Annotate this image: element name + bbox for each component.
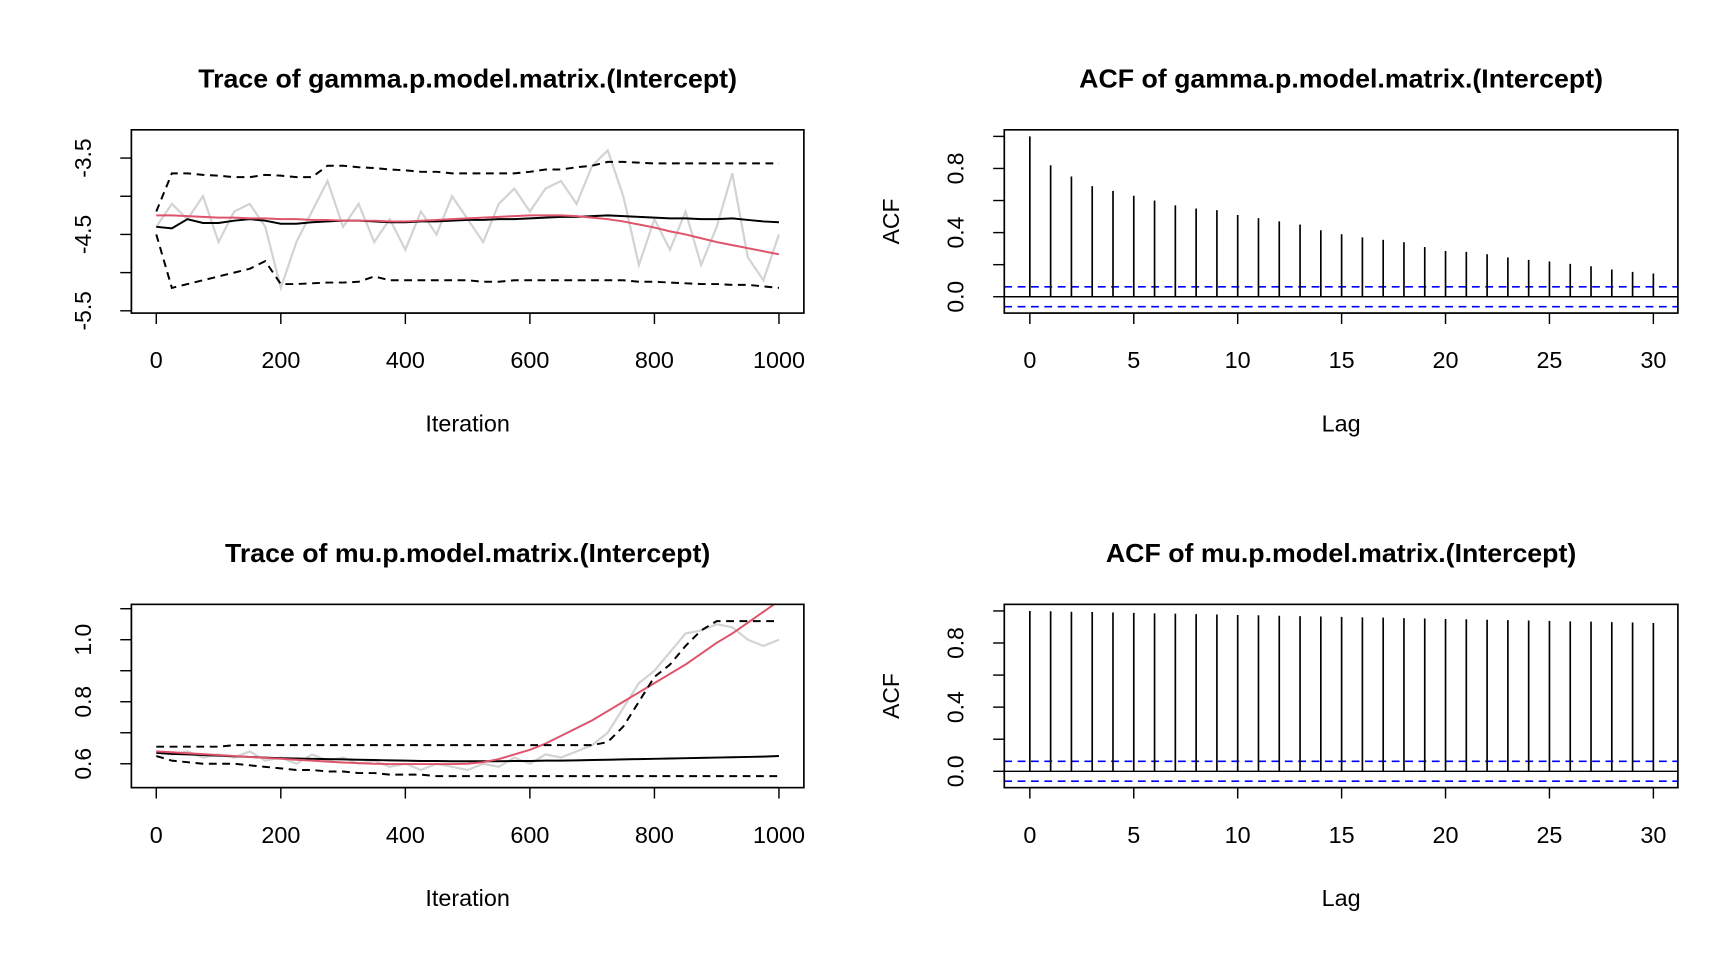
y-axis-label: ACF bbox=[878, 673, 904, 719]
x-tick-label: 0 bbox=[150, 347, 163, 373]
x-axis-label: Iteration bbox=[425, 885, 509, 911]
x-tick-label: 5 bbox=[1127, 347, 1140, 373]
chart-title: Trace of gamma.p.model.matrix.(Intercept… bbox=[198, 64, 737, 94]
chart-title: Trace of mu.p.model.matrix.(Intercept) bbox=[225, 538, 710, 568]
x-tick-label: 5 bbox=[1127, 822, 1140, 848]
y-tick-label: 0.8 bbox=[942, 153, 968, 185]
x-tick-label: 25 bbox=[1536, 347, 1562, 373]
chart-title: ACF of mu.p.model.matrix.(Intercept) bbox=[1106, 538, 1576, 568]
x-tick-label: 15 bbox=[1329, 822, 1355, 848]
x-tick-label: 15 bbox=[1329, 347, 1355, 373]
y-tick-label: 0.0 bbox=[942, 755, 968, 787]
x-tick-label: 0 bbox=[150, 822, 163, 848]
x-tick-label: 0 bbox=[1023, 822, 1036, 848]
y-tick-label: 0.4 bbox=[942, 217, 968, 249]
x-axis-label: Iteration bbox=[425, 411, 509, 437]
y-tick-label: 1.0 bbox=[70, 624, 96, 656]
y-axis-label: ACF bbox=[878, 199, 904, 245]
x-tick-label: 800 bbox=[635, 822, 674, 848]
trace-line bbox=[156, 604, 776, 766]
y-tick-label: 0.8 bbox=[942, 627, 968, 659]
x-tick-label: 600 bbox=[510, 822, 549, 848]
chart-title: ACF of gamma.p.model.matrix.(Intercept) bbox=[1079, 64, 1603, 94]
y-tick-label: 0.4 bbox=[942, 691, 968, 723]
y-tick-label: 0.0 bbox=[942, 281, 968, 313]
x-tick-label: 600 bbox=[510, 347, 549, 373]
x-axis-label: Lag bbox=[1322, 885, 1361, 911]
x-axis-label: Lag bbox=[1322, 411, 1361, 437]
quantile-line bbox=[156, 620, 779, 748]
x-tick-label: 0 bbox=[1023, 347, 1036, 373]
plot-frame bbox=[130, 603, 805, 789]
x-tick-label: 1000 bbox=[753, 347, 805, 373]
plot-frame bbox=[1003, 603, 1679, 789]
x-tick-label: 30 bbox=[1640, 347, 1666, 373]
x-tick-label: 10 bbox=[1225, 822, 1251, 848]
x-tick-label: 800 bbox=[635, 347, 674, 373]
x-tick-label: 25 bbox=[1536, 822, 1562, 848]
quantile-line bbox=[155, 234, 780, 290]
x-tick-label: 200 bbox=[261, 822, 300, 848]
plot-frame bbox=[130, 129, 805, 314]
x-tick-label: 400 bbox=[386, 822, 425, 848]
y-tick-label: -4.5 bbox=[70, 215, 96, 254]
x-tick-label: 200 bbox=[261, 347, 300, 373]
y-tick-label: -3.5 bbox=[70, 138, 96, 177]
y-tick-label: 0.6 bbox=[70, 748, 96, 780]
plot-frame bbox=[1003, 129, 1679, 314]
y-tick-label: 0.8 bbox=[70, 686, 96, 718]
quantile-line bbox=[155, 160, 779, 212]
x-tick-label: 10 bbox=[1225, 347, 1251, 373]
x-tick-label: 30 bbox=[1640, 822, 1666, 848]
trace-line bbox=[156, 214, 780, 230]
x-tick-label: 400 bbox=[386, 347, 425, 373]
x-tick-label: 1000 bbox=[753, 822, 805, 848]
x-tick-label: 20 bbox=[1433, 347, 1459, 373]
y-tick-label: -5.5 bbox=[70, 291, 96, 330]
x-tick-label: 20 bbox=[1433, 822, 1459, 848]
trace-line bbox=[156, 214, 780, 256]
quantile-line bbox=[155, 755, 779, 778]
